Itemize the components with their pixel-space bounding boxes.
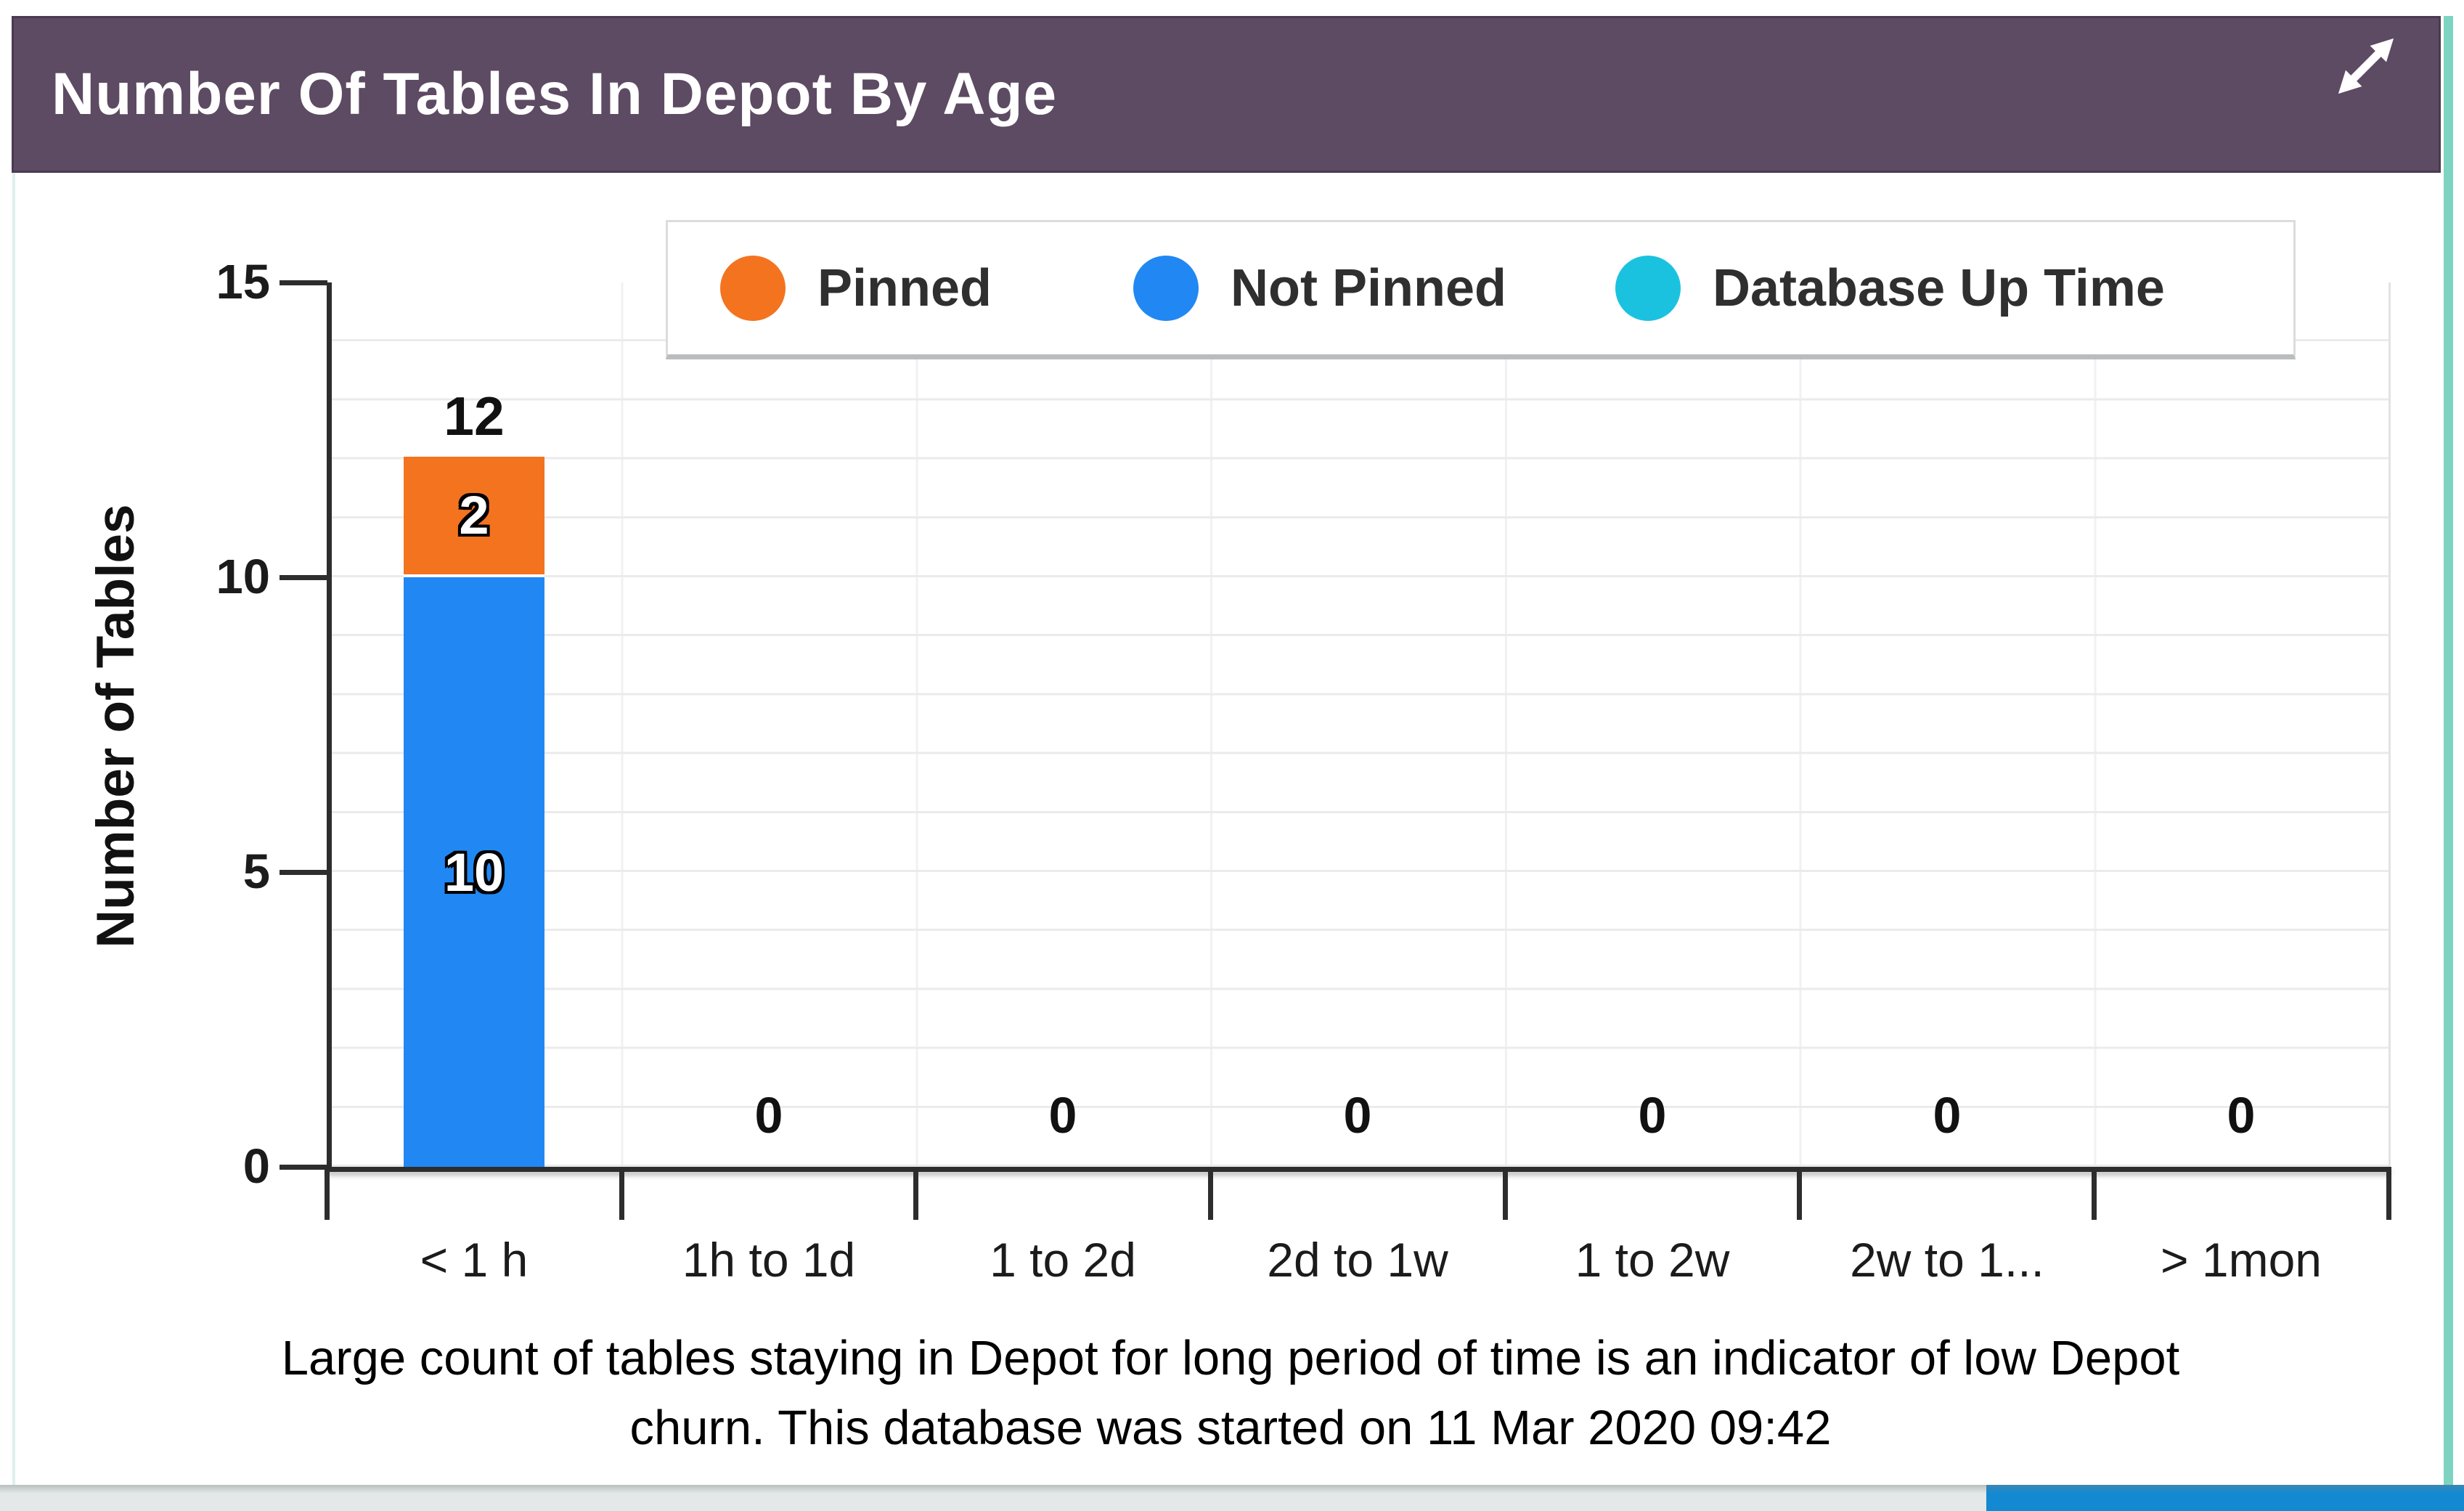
panel-right-border xyxy=(2444,16,2453,1485)
y-axis-line xyxy=(327,282,332,1170)
zero-value-label: 0 xyxy=(1933,1087,1962,1144)
x-axis-tick xyxy=(1797,1167,1802,1220)
zero-value-label: 0 xyxy=(1638,1087,1667,1144)
x-axis-tick xyxy=(1208,1167,1213,1220)
bar-segment-pinned-label: 2 xyxy=(459,485,489,546)
legend: Pinned Not Pinned Database Up Time xyxy=(666,220,2296,359)
x-axis-tick xyxy=(619,1167,624,1220)
zero-value-label: 0 xyxy=(1048,1087,1077,1144)
legend-label-not-pinned: Not Pinned xyxy=(1231,259,1506,317)
bar-lt-1h: 12 2 10 xyxy=(404,386,544,1167)
bar-total-label: 12 xyxy=(444,385,505,447)
x-category-label: < 1 h xyxy=(420,1233,529,1287)
x-axis-tick xyxy=(1503,1167,1508,1220)
bar-segment-pinned[interactable]: 2 xyxy=(404,456,544,574)
legend-item-pinned[interactable]: Pinned xyxy=(720,256,992,321)
y-tick-label: 10 xyxy=(216,550,270,604)
legend-label-pinned: Pinned xyxy=(817,259,992,317)
plot-grid xyxy=(327,282,2388,1167)
y-axis-title: Number of Tables xyxy=(86,504,145,948)
zero-value-label: 0 xyxy=(754,1087,783,1144)
y-axis-tick xyxy=(280,870,327,875)
plot-right-gridline xyxy=(2388,282,2391,1167)
x-category-label: 1 to 2w xyxy=(1575,1233,1730,1287)
x-category-label: 2w to 1... xyxy=(1850,1233,2044,1287)
bar-segment-gap xyxy=(404,574,544,577)
caption-line-2: churn. This database was started on 11 M… xyxy=(629,1401,1832,1455)
zero-value-label: 0 xyxy=(2227,1087,2256,1144)
x-category-label: 1 to 2d xyxy=(990,1233,1136,1287)
x-category-label: 1h to 1d xyxy=(682,1233,856,1287)
panel-header: Number Of Tables In Depot By Age xyxy=(12,16,2441,173)
y-axis-tick xyxy=(280,575,327,580)
y-tick-label: 5 xyxy=(242,844,270,899)
panel-left-border xyxy=(12,173,15,1485)
x-axis-tick xyxy=(2092,1167,2097,1220)
caption-line-1: Large count of tables staying in Depot f… xyxy=(281,1331,2180,1385)
x-axis-tick xyxy=(2386,1167,2391,1220)
legend-label-database-up-time: Database Up Time xyxy=(1712,259,2165,317)
y-tick-label: 0 xyxy=(242,1139,270,1194)
legend-dot-database-up-time xyxy=(1615,256,1681,321)
legend-item-not-pinned[interactable]: Not Pinned xyxy=(1133,256,1506,321)
zero-value-label: 0 xyxy=(1343,1087,1372,1144)
legend-dot-not-pinned xyxy=(1133,256,1199,321)
y-axis-tick xyxy=(280,280,327,285)
bar-segment-not-pinned-label: 10 xyxy=(444,842,505,903)
expand-icon[interactable] xyxy=(2325,25,2407,107)
panel-title: Number Of Tables In Depot By Age xyxy=(52,61,1058,127)
legend-dot-pinned xyxy=(720,256,786,321)
x-axis-tick xyxy=(325,1167,330,1220)
x-axis-line xyxy=(327,1167,2391,1172)
y-axis-tick xyxy=(280,1165,327,1170)
legend-item-database-up-time[interactable]: Database Up Time xyxy=(1615,256,2165,321)
scrollbar-thumb[interactable] xyxy=(1986,1485,2464,1511)
chart-caption: Large count of tables staying in Depot f… xyxy=(22,1324,2439,1463)
x-category-label: 2d to 1w xyxy=(1267,1233,1448,1287)
x-category-label: > 1mon xyxy=(2161,1233,2322,1287)
scrollbar-track[interactable] xyxy=(0,1485,2464,1511)
bar-segment-not-pinned[interactable]: 10 xyxy=(404,577,544,1167)
y-tick-label: 15 xyxy=(216,255,270,309)
x-axis-tick xyxy=(913,1167,918,1220)
